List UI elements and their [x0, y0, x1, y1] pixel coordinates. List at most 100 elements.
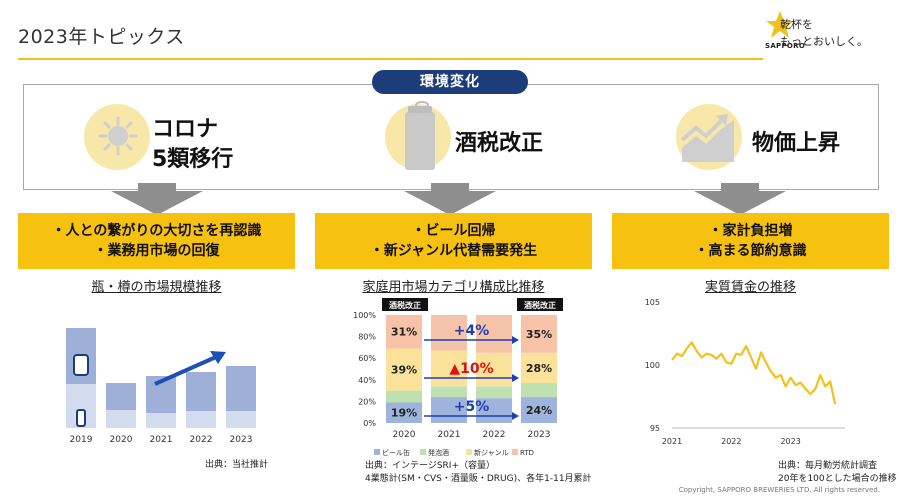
legend-swatch — [512, 449, 518, 455]
mix-bar-segment — [386, 348, 422, 391]
topic-1-impact-line1: ・人との繋がりの大切さを再認識 — [51, 223, 262, 239]
legend-label: RTD — [520, 449, 534, 457]
data-label: 39% — [391, 364, 417, 377]
page-title: 2023年トピックス — [18, 26, 185, 48]
topic-2-heading: 酒税改正 — [455, 131, 544, 156]
x-tick-label: 2023 — [230, 435, 253, 445]
market-bar-lower — [106, 410, 136, 428]
down-arrow-3-icon — [694, 191, 786, 215]
tax-badge — [517, 298, 563, 311]
y-tick-label: 80% — [358, 333, 376, 342]
y-tick-label: 40% — [358, 376, 376, 385]
chart-1-title: 瓶・樽の市場規模推移 — [91, 280, 222, 295]
beer-can-icon — [405, 101, 435, 170]
slogan-line-1: 乾杯を — [780, 18, 813, 31]
tax-badge-label: 酒税改正 — [524, 300, 556, 310]
x-tick-label: 2021 — [438, 430, 461, 440]
chart-3-title: 実質賃金の推移 — [704, 280, 796, 295]
brand-slogan: 乾杯を もっとおいしく。 — [780, 16, 868, 50]
legend-swatch — [374, 449, 380, 455]
x-tick-label: 2020 — [110, 435, 133, 445]
x-tick-label: 2021 — [150, 435, 173, 445]
sapporo-star-logo-icon — [766, 11, 794, 38]
topic-1-line1: コロナ — [152, 117, 219, 142]
x-tick-label: 2021 — [662, 437, 682, 446]
market-bar-lower — [146, 413, 176, 428]
mix-bar-segment — [386, 402, 422, 423]
data-label: 19% — [391, 407, 417, 420]
down-arrow-1-icon — [111, 191, 203, 215]
data-label: 35% — [526, 328, 552, 341]
x-tick-label: 2022 — [483, 430, 506, 440]
bottle-keg-market-chart: 2019 2020 2021 2022 2023 — [66, 328, 256, 445]
x-tick-label: 2020 — [393, 430, 416, 440]
data-label: 24% — [526, 404, 552, 417]
legend-label: ビール缶 — [382, 448, 410, 457]
topic-2-impact-box: ・ビール回帰 ・新ジャンル代替需要発生 — [315, 213, 592, 269]
x-tick-label: 2022 — [721, 437, 741, 446]
title-divider — [18, 58, 763, 60]
change-annotation: ▲10% — [449, 361, 493, 377]
down-arrow-1-stem — [138, 183, 176, 193]
x-tick-label: 2023 — [780, 437, 800, 446]
category-mix-chart: 0% 20% 40% 60% 80% 100% 2020 2021 2022 2023 19% 39%… — [353, 298, 563, 457]
change-annotation: +5% — [454, 399, 490, 415]
mix-bar-segment — [476, 315, 512, 353]
chart-3-source-line1: 出典：毎月勤労統計調査 — [778, 461, 878, 471]
bottle-icon — [76, 409, 86, 427]
down-arrow-2-stem — [431, 183, 469, 193]
y-tick-label: 105 — [645, 298, 660, 307]
mix-bar-segment — [521, 352, 557, 384]
change-arrow-icon — [512, 374, 519, 382]
x-tick-label: 2022 — [190, 435, 213, 445]
mix-bar-segment — [476, 386, 512, 399]
market-bar-lower — [186, 411, 216, 428]
change-arrow-icon — [512, 412, 519, 420]
chart-1-source: 出典：当社推計 — [205, 460, 269, 470]
topic-1-impact-box: ・人との繋がりの大切さを再認識 ・業務用市場の回復 — [18, 213, 295, 269]
legend-label: 発泡酒 — [428, 448, 449, 457]
trend-arrow-icon — [210, 351, 226, 364]
virus-icon — [98, 116, 138, 156]
data-label: 28% — [526, 362, 552, 375]
legend-swatch — [466, 449, 472, 455]
legend-label: 新ジャンル — [474, 448, 509, 457]
chart-3-source: 出典：毎月勤労統計調査 20年を100とした場合の推移 — [778, 460, 897, 486]
mix-bar-segment — [431, 315, 467, 351]
real-wage-chart: 95 100 105 2021 2022 2023 — [645, 298, 845, 446]
mix-bar-segment — [521, 397, 557, 423]
brand-name: SAPPORO — [765, 42, 806, 50]
topic-2-impact-line2: ・新ジャンル代替需要発生 — [369, 243, 538, 259]
down-arrow-2-icon — [404, 191, 496, 215]
mix-bar-segment — [431, 350, 467, 387]
y-tick-label: 100% — [353, 311, 376, 320]
rising-chart-icon — [680, 114, 734, 162]
x-tick-label: 2019 — [70, 435, 93, 445]
market-bar-lower — [226, 411, 256, 428]
topic-1-heading: コロナ 5類移行 — [152, 115, 233, 175]
change-arrow-icon — [512, 336, 519, 344]
mix-bar-segment — [386, 315, 422, 349]
chart-2-source: 出典：インテージSRI+（容量） 4業態計(SM・CVS・酒量販・DRUG)、各… — [365, 460, 592, 486]
mix-bar-segment — [521, 315, 557, 353]
topic-1-impact-line2: ・業務用市場の回復 — [93, 243, 220, 259]
chart-2-title: 家庭用市場カテゴリ構成比推移 — [362, 280, 545, 295]
chart-3-source-line2: 20年を100とした場合の推移 — [778, 474, 897, 484]
chart-2-source-line1: 出典：インテージSRI+（容量） — [365, 461, 495, 471]
environment-change-label: 環境変化 — [372, 70, 528, 94]
trend-arrow-line — [154, 355, 217, 386]
topic-3-impact-line1: ・家計負担増 — [708, 223, 793, 239]
slogan-line-2: もっとおいしく。 — [780, 35, 868, 48]
tax-badge — [382, 298, 428, 311]
keg-icon — [73, 354, 89, 376]
y-tick-label: 20% — [358, 397, 376, 406]
data-label: 31% — [391, 326, 417, 339]
topic-3-impact-box: ・家計負担増 ・高まる節約意識 — [612, 213, 889, 269]
topic-3-impact-line2: ・高まる節約意識 — [694, 243, 807, 259]
change-annotation: +4% — [454, 323, 490, 339]
topic-3-heading: 物価上昇 — [752, 131, 841, 156]
y-tick-label: 60% — [358, 354, 376, 363]
down-arrow-3-stem — [721, 183, 759, 193]
real-wage-line — [671, 341, 837, 405]
topic-1-line2: 5類移行 — [152, 147, 234, 172]
